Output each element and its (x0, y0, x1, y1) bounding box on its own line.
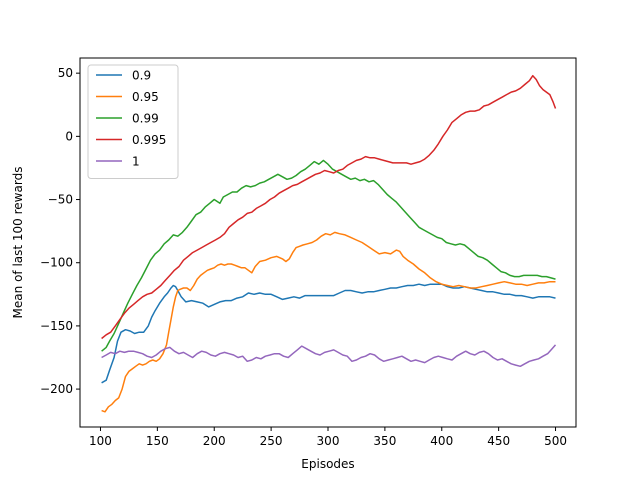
y-axis-label: Mean of last 100 rewards (11, 167, 25, 319)
y-tick-label: −100 (40, 256, 73, 270)
series-line-1 (101, 231, 556, 413)
x-axis: 100 150 200 250 300 350 400 450 500 (89, 427, 567, 448)
series-line-3 (101, 74, 557, 340)
legend-label: 0.995 (132, 133, 166, 147)
y-tick-label: 50 (58, 66, 73, 80)
y-tick-label: −50 (48, 193, 73, 207)
series-line-4 (101, 344, 557, 368)
series-layer (101, 74, 557, 413)
x-tick-label: 500 (544, 434, 567, 448)
legend-box (87, 64, 179, 179)
legend: 0.9 0.95 0.99 0.995 1 (87, 64, 179, 179)
x-tick-label: 300 (317, 434, 340, 448)
x-tick-label: 250 (260, 434, 283, 448)
legend-label: 0.95 (132, 90, 159, 104)
y-tick-label: 0 (65, 129, 73, 143)
legend-label: 0.99 (132, 112, 159, 126)
x-tick-label: 450 (487, 434, 510, 448)
x-tick-label: 350 (373, 434, 396, 448)
x-axis-label: Episodes (301, 457, 354, 471)
x-tick-label: 150 (146, 434, 169, 448)
y-tick-label: −150 (40, 319, 73, 333)
legend-label: 0.9 (132, 69, 151, 83)
x-tick-label: 200 (203, 434, 226, 448)
y-tick-label: −200 (40, 382, 73, 396)
x-tick-label: 100 (89, 434, 112, 448)
x-tick-label: 400 (430, 434, 453, 448)
series-line-2 (101, 159, 556, 352)
legend-label: 1 (132, 155, 140, 169)
y-axis: 50 0 −50 −100 −150 −200 (40, 66, 80, 396)
